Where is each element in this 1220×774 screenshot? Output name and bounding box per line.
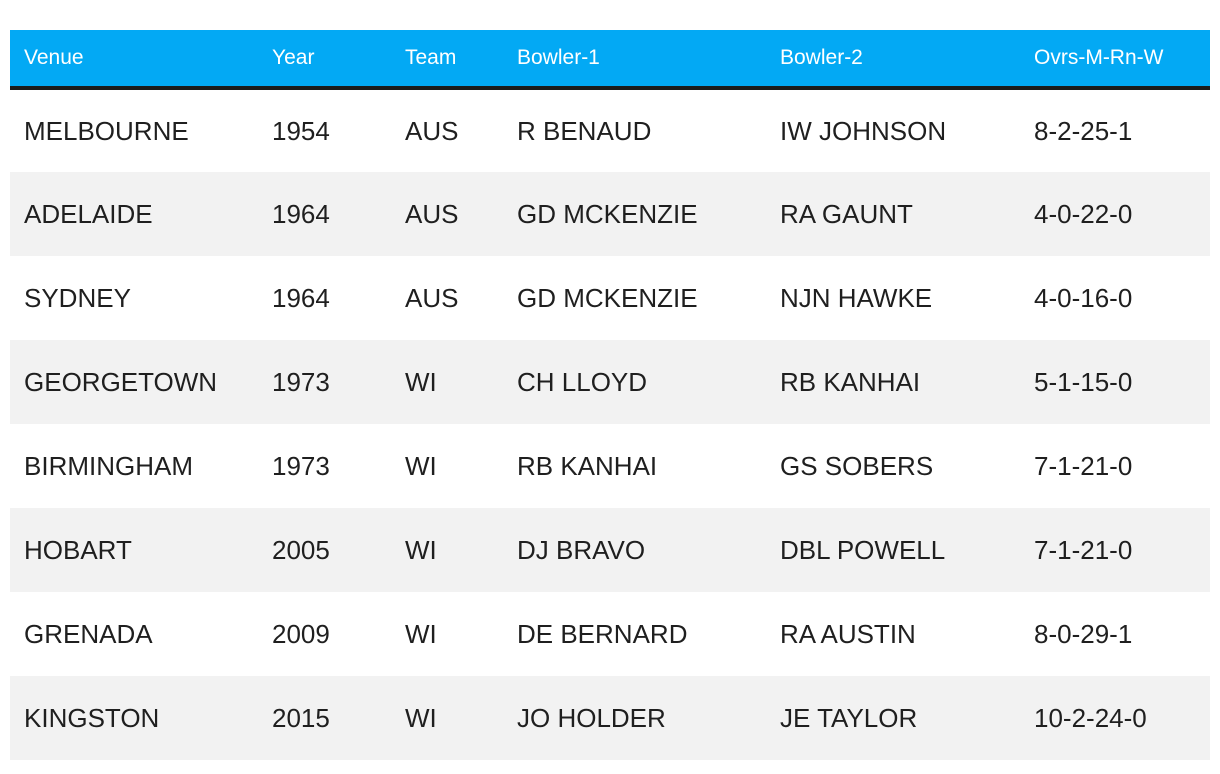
cell-team: WI <box>405 702 437 733</box>
cell-year: 1973 <box>272 450 330 481</box>
table-row: SYDNEY 1964 AUS GD MCKENZIE NJN HAWKE 4-… <box>10 256 1210 340</box>
cell-bowler-2: IW JOHNSON <box>780 115 947 146</box>
cell-venue: SYDNEY <box>24 282 131 313</box>
table-row: GRENADA 2009 WI DE BERNARD RA AUSTIN 8-0… <box>10 592 1210 676</box>
cell-year: 1954 <box>272 115 330 146</box>
cell-team: WI <box>405 450 437 481</box>
cell-year: 2015 <box>272 702 330 733</box>
table-row: HOBART 2005 WI DJ BRAVO DBL POWELL 7-1-2… <box>10 508 1210 592</box>
header-team: Team <box>391 30 503 90</box>
cell-figures: 7-1-21-0 <box>1034 450 1133 481</box>
cell-bowler-1: DJ BRAVO <box>517 534 646 565</box>
table-body: MELBOURNE 1954 AUS R BENAUD IW JOHNSON 8… <box>10 88 1210 760</box>
cell-bowler-1: GD MCKENZIE <box>517 282 698 313</box>
table-row: MELBOURNE 1954 AUS R BENAUD IW JOHNSON 8… <box>10 88 1210 172</box>
table-row: GEORGETOWN 1973 WI CH LLOYD RB KANHAI 5-… <box>10 340 1210 424</box>
cell-bowler-1: RB KANHAI <box>517 450 658 481</box>
cell-team: WI <box>405 366 437 397</box>
cell-figures: 8-0-29-1 <box>1034 618 1133 649</box>
cell-venue: KINGSTON <box>24 702 160 733</box>
cell-year: 1964 <box>272 282 330 313</box>
cell-team: AUS <box>405 198 459 229</box>
cell-venue: GRENADA <box>24 618 153 649</box>
cell-figures: 5-1-15-0 <box>1034 366 1133 397</box>
cell-venue: HOBART <box>24 534 132 565</box>
cell-year: 1964 <box>272 198 330 229</box>
cell-bowler-1: GD MCKENZIE <box>517 198 698 229</box>
cell-venue: GEORGETOWN <box>24 366 218 397</box>
cell-figures: 10-2-24-0 <box>1034 702 1147 733</box>
cell-team: AUS <box>405 115 459 146</box>
cell-year: 2009 <box>272 618 330 649</box>
cell-bowler-1: CH LLOYD <box>517 366 648 397</box>
cell-team: WI <box>405 618 437 649</box>
cell-bowler-2: RA GAUNT <box>780 198 913 229</box>
header-figures: Ovrs-M-Rn-W <box>1020 30 1210 90</box>
cell-year: 1973 <box>272 366 330 397</box>
cell-figures: 7-1-21-0 <box>1034 534 1133 565</box>
cell-venue: ADELAIDE <box>24 198 153 229</box>
bowling-table-container: Venue Year Team Bowler-1 Bowler-2 Ovrs-M… <box>10 30 1210 760</box>
cell-bowler-1: DE BERNARD <box>517 618 688 649</box>
cell-bowler-2: RB KANHAI <box>780 366 921 397</box>
cell-bowler-2: NJN HAWKE <box>780 282 933 313</box>
cell-bowler-2: GS SOBERS <box>780 450 934 481</box>
cell-figures: 8-2-25-1 <box>1034 115 1133 146</box>
cell-team: AUS <box>405 282 459 313</box>
cell-bowler-2: DBL POWELL <box>780 534 946 565</box>
table-row: KINGSTON 2015 WI JO HOLDER JE TAYLOR 10-… <box>10 676 1210 760</box>
table-row: BIRMINGHAM 1973 WI RB KANHAI GS SOBERS 7… <box>10 424 1210 508</box>
header-bowler-1: Bowler-1 <box>503 30 766 90</box>
cell-bowler-2: RA AUSTIN <box>780 618 916 649</box>
cell-year: 2005 <box>272 534 330 565</box>
cell-venue: MELBOURNE <box>24 115 189 146</box>
cell-figures: 4-0-22-0 <box>1034 198 1133 229</box>
cell-bowler-1: R BENAUD <box>517 115 652 146</box>
header-venue: Venue <box>10 30 258 90</box>
table-row: ADELAIDE 1964 AUS GD MCKENZIE RA GAUNT 4… <box>10 172 1210 256</box>
header-bowler-2: Bowler-2 <box>766 30 1020 90</box>
cell-figures: 4-0-16-0 <box>1034 282 1133 313</box>
header-year: Year <box>258 30 391 90</box>
bowling-table: Venue Year Team Bowler-1 Bowler-2 Ovrs-M… <box>10 30 1210 760</box>
cell-bowler-2: JE TAYLOR <box>780 702 918 733</box>
cell-team: WI <box>405 534 437 565</box>
header-row: Venue Year Team Bowler-1 Bowler-2 Ovrs-M… <box>10 30 1210 90</box>
cell-bowler-1: JO HOLDER <box>517 702 666 733</box>
cell-venue: BIRMINGHAM <box>24 450 193 481</box>
table-header: Venue Year Team Bowler-1 Bowler-2 Ovrs-M… <box>10 30 1210 90</box>
